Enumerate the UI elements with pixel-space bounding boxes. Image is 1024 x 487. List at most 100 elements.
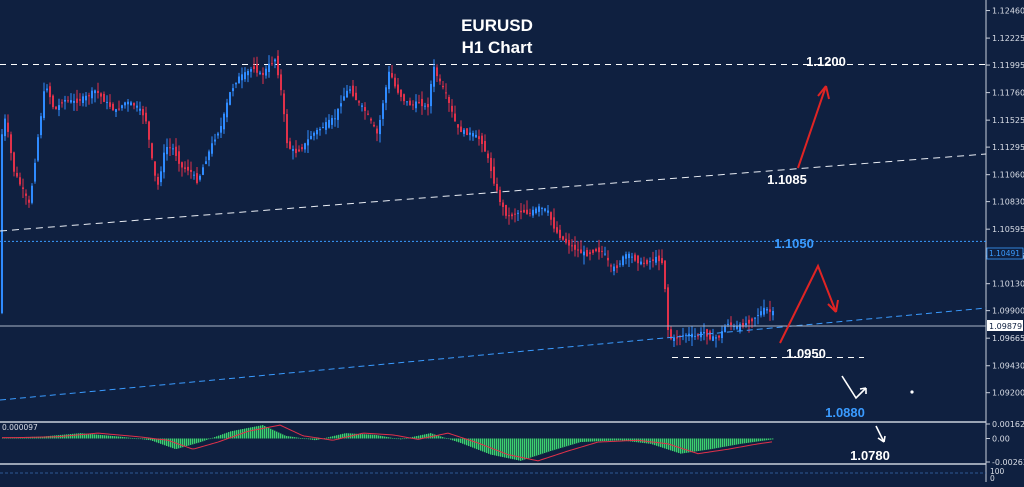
candle-body xyxy=(34,162,36,182)
candle-body xyxy=(55,106,57,110)
osc-histogram-bar xyxy=(612,438,614,441)
osc-histogram-bar xyxy=(734,438,736,445)
osc-histogram-bar xyxy=(450,438,452,440)
osc-histogram-bar xyxy=(92,434,94,439)
candle-body xyxy=(181,162,183,168)
osc-histogram-bar xyxy=(402,438,404,440)
candle-body xyxy=(478,136,480,140)
osc-histogram-bar xyxy=(88,433,90,439)
candle-body xyxy=(313,132,315,136)
candle-body xyxy=(688,333,690,336)
osc-histogram-bar xyxy=(754,438,756,442)
osc-histogram-bar xyxy=(412,436,414,439)
osc-histogram-bar xyxy=(592,438,594,442)
candle-body xyxy=(112,103,114,111)
osc-histogram-bar xyxy=(452,438,454,441)
candle-body xyxy=(664,260,666,290)
candle-body xyxy=(250,68,252,72)
candle-body xyxy=(289,141,291,149)
osc-histogram-bar xyxy=(214,437,216,439)
osc-histogram-bar xyxy=(106,435,108,439)
osc-histogram-bar xyxy=(650,438,652,444)
candle-body xyxy=(172,148,174,150)
osc-histogram-bar xyxy=(274,430,276,439)
candle-body xyxy=(736,326,738,329)
candle-body xyxy=(142,109,144,116)
candle-body xyxy=(676,337,678,339)
osc-histogram-bar xyxy=(652,438,654,445)
osc-histogram-bar xyxy=(78,433,80,439)
candle-body xyxy=(550,212,552,220)
osc-histogram-bar xyxy=(294,437,296,439)
price-tick-label: 1.11760 xyxy=(992,89,1024,98)
osc-histogram-bar xyxy=(380,435,382,439)
candle-body xyxy=(424,105,426,107)
osc-histogram-bar xyxy=(198,438,200,443)
price-tick-label: 1.10595 xyxy=(992,225,1024,234)
osc-histogram-bar xyxy=(276,431,278,439)
osc-histogram-bar xyxy=(256,426,258,439)
osc-histogram-bar xyxy=(712,438,714,449)
candle-body xyxy=(325,122,327,130)
osc-histogram-bar xyxy=(618,438,620,441)
osc-histogram-bar xyxy=(518,438,520,461)
osc-histogram-bar xyxy=(342,433,344,439)
osc-histogram-bar xyxy=(246,428,248,439)
candle-body xyxy=(721,331,723,339)
candle-body xyxy=(328,119,330,128)
osc-histogram-bar xyxy=(756,438,758,442)
candle-body xyxy=(706,329,708,337)
candle-body xyxy=(232,88,234,92)
osc-histogram-bar xyxy=(454,438,456,441)
candle-body xyxy=(508,215,510,217)
osc-histogram-bar xyxy=(692,438,694,452)
osc-histogram-bar xyxy=(474,438,476,449)
osc-histogram-bar xyxy=(690,438,692,453)
osc-histogram-bar xyxy=(300,438,302,439)
candle-body xyxy=(169,147,171,149)
osc-histogram-bar xyxy=(66,434,68,439)
candle-body xyxy=(622,256,624,266)
osc-histogram-bar xyxy=(732,438,734,446)
osc-histogram-bar xyxy=(336,435,338,439)
candle-body xyxy=(160,171,162,183)
osc-histogram-bar xyxy=(524,438,526,460)
osc-histogram-bar xyxy=(698,438,700,452)
osc-histogram-bar xyxy=(622,438,624,441)
osc-histogram-bar xyxy=(168,438,170,447)
osc-histogram-bar xyxy=(736,438,738,445)
osc-histogram-bar xyxy=(98,434,100,439)
osc-histogram-bar xyxy=(464,438,466,445)
osc-histogram-bar xyxy=(760,438,762,442)
candle-body xyxy=(82,96,84,103)
candle-body xyxy=(370,118,372,121)
candle-body xyxy=(451,105,453,112)
candle-body xyxy=(37,137,39,161)
osc-histogram-bar xyxy=(378,435,380,439)
osc-histogram-bar xyxy=(130,437,132,439)
osc-histogram-bar xyxy=(520,438,522,461)
candle-body xyxy=(220,126,222,133)
candle-body xyxy=(649,261,651,263)
candle-body xyxy=(532,209,534,216)
osc-histogram-bar xyxy=(162,438,164,445)
candle-body xyxy=(487,153,489,159)
candle-body xyxy=(523,209,525,213)
osc-histogram-bar xyxy=(136,438,138,440)
osc-histogram-bar xyxy=(772,438,774,440)
candle-body xyxy=(283,93,285,115)
candle-body xyxy=(262,72,264,75)
osc-histogram-bar xyxy=(224,433,226,439)
candle-body xyxy=(631,256,633,258)
osc-histogram-bar xyxy=(270,428,272,439)
osc-histogram-bar xyxy=(550,438,552,452)
osc-histogram-bar xyxy=(262,425,264,439)
osc-histogram-bar xyxy=(160,438,162,444)
candle-body xyxy=(484,140,486,152)
osc-histogram-bar xyxy=(438,435,440,439)
osc-histogram-bar xyxy=(90,434,92,439)
osc-histogram-bar xyxy=(700,438,702,451)
candle-body xyxy=(613,266,615,272)
candle-body xyxy=(634,254,636,261)
candle-body xyxy=(418,102,420,104)
